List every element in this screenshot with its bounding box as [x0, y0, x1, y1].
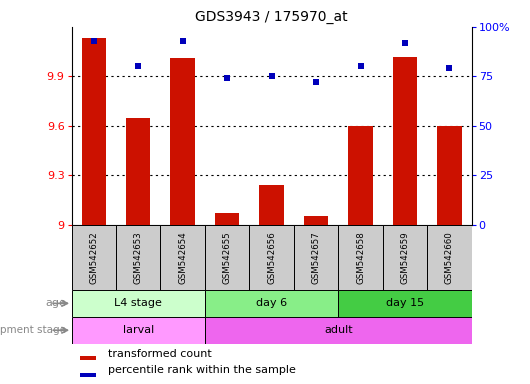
Point [356, 63, 365, 70]
Point [401, 40, 409, 46]
Text: percentile rank within the sample: percentile rank within the sample [108, 365, 295, 375]
Bar [116, 225, 161, 290]
Text: adult: adult [324, 325, 352, 335]
Bar [82, 38, 106, 225]
Bar [427, 225, 472, 290]
Bar [393, 56, 417, 225]
Bar [80, 356, 95, 360]
Point [445, 65, 454, 71]
Bar [250, 225, 294, 290]
Bar [205, 225, 250, 290]
Text: GSM542652: GSM542652 [89, 231, 98, 284]
Bar [205, 290, 338, 317]
Point [223, 75, 232, 81]
Title: GDS3943 / 175970_at: GDS3943 / 175970_at [196, 10, 348, 25]
Point [90, 38, 98, 44]
Text: age: age [46, 298, 66, 308]
Bar [205, 317, 472, 344]
Text: GSM542659: GSM542659 [401, 231, 410, 284]
Bar [338, 290, 472, 317]
Bar [338, 225, 383, 290]
Bar [72, 317, 205, 344]
Text: GSM542658: GSM542658 [356, 231, 365, 284]
Text: day 6: day 6 [256, 298, 287, 308]
Text: larval: larval [122, 325, 154, 335]
Bar [72, 290, 205, 317]
Text: transformed count: transformed count [108, 349, 211, 359]
Text: GSM542653: GSM542653 [134, 231, 143, 284]
Text: development stage: development stage [0, 325, 66, 335]
Bar [348, 126, 373, 225]
Text: GSM542655: GSM542655 [223, 231, 232, 284]
Text: GSM542660: GSM542660 [445, 231, 454, 284]
Bar [80, 372, 95, 376]
Text: GSM542657: GSM542657 [312, 231, 321, 284]
Point [267, 73, 276, 79]
Point [134, 63, 143, 70]
Bar [215, 213, 240, 225]
Text: GSM542654: GSM542654 [178, 231, 187, 284]
Bar [383, 225, 427, 290]
Bar [437, 126, 462, 225]
Bar [72, 225, 116, 290]
Bar [259, 185, 284, 225]
Text: day 15: day 15 [386, 298, 424, 308]
Bar [294, 225, 338, 290]
Bar [161, 225, 205, 290]
Bar [171, 58, 195, 225]
Point [312, 79, 320, 85]
Bar [304, 217, 328, 225]
Bar [126, 118, 151, 225]
Text: L4 stage: L4 stage [114, 298, 162, 308]
Text: GSM542656: GSM542656 [267, 231, 276, 284]
Point [179, 38, 187, 44]
